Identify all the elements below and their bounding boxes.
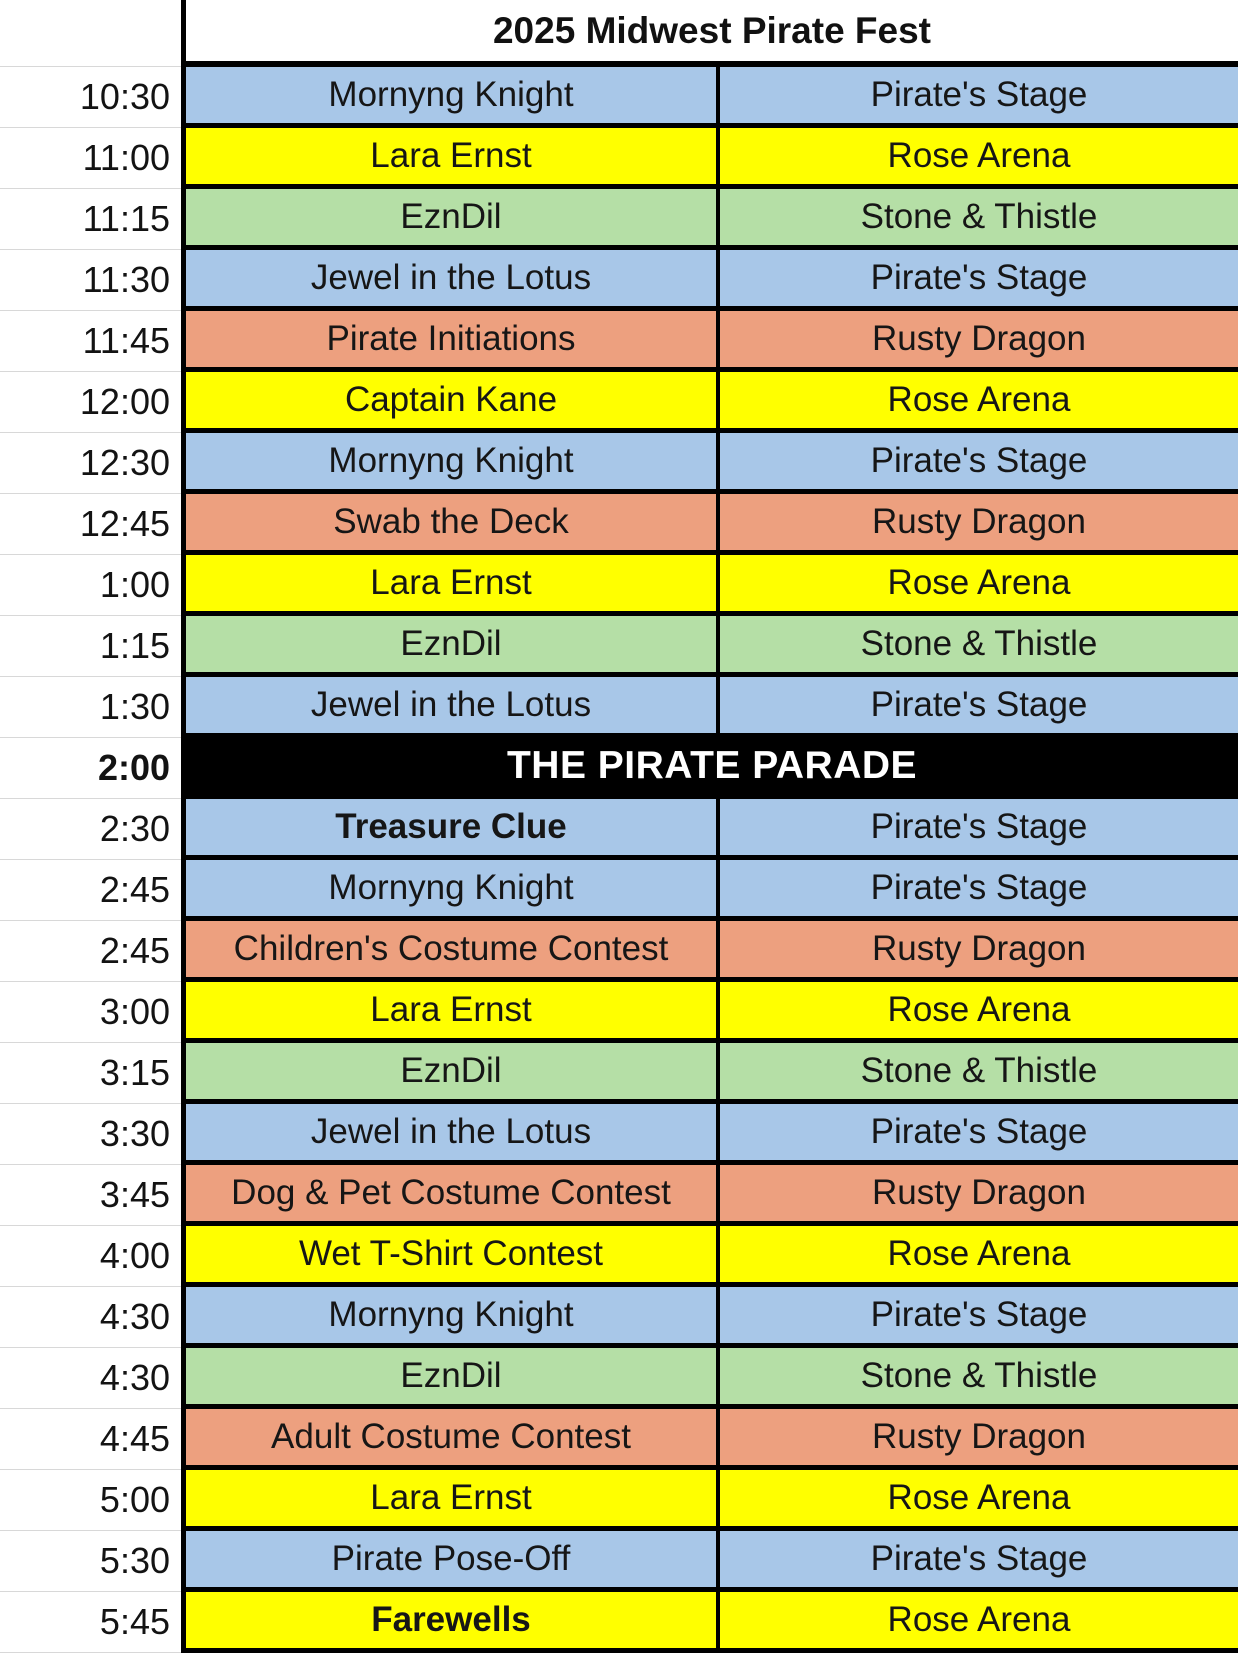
venue-cell[interactable]: Pirate's Stage <box>716 799 1238 860</box>
time-cell[interactable]: 1:15 <box>0 616 181 677</box>
time-cell[interactable]: 2:45 <box>0 921 181 982</box>
venue-cell[interactable]: Stone & Thistle <box>716 1043 1238 1104</box>
time-cell[interactable]: 4:30 <box>0 1348 181 1409</box>
time-cell[interactable]: 11:00 <box>0 128 181 189</box>
time-cell[interactable]: 3:15 <box>0 1043 181 1104</box>
event-cell[interactable]: Jewel in the Lotus <box>181 677 716 738</box>
venue-cell[interactable]: Rose Arena <box>716 1470 1238 1531</box>
venue-cell[interactable]: Stone & Thistle <box>716 189 1238 250</box>
time-cell[interactable]: 3:00 <box>0 982 181 1043</box>
venue-cell[interactable]: Rusty Dragon <box>716 494 1238 555</box>
corner-cell[interactable] <box>0 0 181 67</box>
event-cell[interactable]: Farewells <box>181 1592 716 1653</box>
time-cell[interactable]: 2:30 <box>0 799 181 860</box>
time-cell[interactable]: 12:45 <box>0 494 181 555</box>
venue-cell[interactable]: Pirate's Stage <box>716 860 1238 921</box>
time-cell[interactable]: 10:30 <box>0 67 181 128</box>
event-cell[interactable]: EznDil <box>181 189 716 250</box>
venue-cell[interactable]: Pirate's Stage <box>716 250 1238 311</box>
time-cell[interactable]: 5:30 <box>0 1531 181 1592</box>
time-cell[interactable]: 12:30 <box>0 433 181 494</box>
event-cell[interactable]: Pirate Pose-Off <box>181 1531 716 1592</box>
event-cell[interactable]: EznDil <box>181 1043 716 1104</box>
venue-cell[interactable]: Rose Arena <box>716 982 1238 1043</box>
time-cell[interactable]: 1:00 <box>0 555 181 616</box>
time-cell[interactable]: 4:45 <box>0 1409 181 1470</box>
venue-cell[interactable]: Pirate's Stage <box>716 67 1238 128</box>
schedule-title-cell[interactable]: 2025 Midwest Pirate Fest <box>181 0 1238 67</box>
time-cell[interactable]: 3:45 <box>0 1165 181 1226</box>
time-cell[interactable]: 4:30 <box>0 1287 181 1348</box>
event-cell[interactable]: Jewel in the Lotus <box>181 250 716 311</box>
time-cell[interactable]: 2:45 <box>0 860 181 921</box>
time-cell[interactable]: 2:00 <box>0 738 181 799</box>
event-cell[interactable]: EznDil <box>181 616 716 677</box>
venue-cell[interactable]: Rusty Dragon <box>716 921 1238 982</box>
venue-cell[interactable]: Rusty Dragon <box>716 1409 1238 1470</box>
event-cell[interactable]: Treasure Clue <box>181 799 716 860</box>
time-cell[interactable]: 11:45 <box>0 311 181 372</box>
event-cell[interactable]: Mornyng Knight <box>181 860 716 921</box>
venue-cell[interactable]: Rose Arena <box>716 372 1238 433</box>
time-cell[interactable]: 11:30 <box>0 250 181 311</box>
venue-cell[interactable]: Pirate's Stage <box>716 433 1238 494</box>
venue-cell[interactable]: Rusty Dragon <box>716 1165 1238 1226</box>
venue-cell[interactable]: Pirate's Stage <box>716 1531 1238 1592</box>
event-cell[interactable]: EznDil <box>181 1348 716 1409</box>
event-cell[interactable]: Wet T-Shirt Contest <box>181 1226 716 1287</box>
venue-cell[interactable]: Rose Arena <box>716 555 1238 616</box>
venue-cell[interactable]: Pirate's Stage <box>716 1104 1238 1165</box>
time-cell[interactable]: 1:30 <box>0 677 181 738</box>
event-cell[interactable]: Dog & Pet Costume Contest <box>181 1165 716 1226</box>
parade-banner-cell[interactable]: THE PIRATE PARADE <box>181 738 1238 799</box>
event-cell[interactable]: Swab the Deck <box>181 494 716 555</box>
venue-cell[interactable]: Rose Arena <box>716 1592 1238 1653</box>
time-cell[interactable]: 5:45 <box>0 1592 181 1653</box>
event-cell[interactable]: Lara Ernst <box>181 128 716 189</box>
time-cell[interactable]: 11:15 <box>0 189 181 250</box>
event-cell[interactable]: Mornyng Knight <box>181 67 716 128</box>
venue-cell[interactable]: Pirate's Stage <box>716 1287 1238 1348</box>
event-cell[interactable]: Adult Costume Contest <box>181 1409 716 1470</box>
venue-cell[interactable]: Pirate's Stage <box>716 677 1238 738</box>
venue-cell[interactable]: Rose Arena <box>716 1226 1238 1287</box>
event-cell[interactable]: Mornyng Knight <box>181 433 716 494</box>
venue-cell[interactable]: Stone & Thistle <box>716 616 1238 677</box>
venue-cell[interactable]: Rose Arena <box>716 128 1238 189</box>
time-cell[interactable]: 4:00 <box>0 1226 181 1287</box>
event-cell[interactable]: Mornyng Knight <box>181 1287 716 1348</box>
event-cell[interactable]: Captain Kane <box>181 372 716 433</box>
time-cell[interactable]: 5:00 <box>0 1470 181 1531</box>
event-cell[interactable]: Lara Ernst <box>181 982 716 1043</box>
event-cell[interactable]: Children's Costume Contest <box>181 921 716 982</box>
event-cell[interactable]: Lara Ernst <box>181 555 716 616</box>
time-cell[interactable]: 3:30 <box>0 1104 181 1165</box>
venue-cell[interactable]: Stone & Thistle <box>716 1348 1238 1409</box>
event-cell[interactable]: Jewel in the Lotus <box>181 1104 716 1165</box>
event-cell[interactable]: Lara Ernst <box>181 1470 716 1531</box>
time-cell[interactable]: 12:00 <box>0 372 181 433</box>
venue-cell[interactable]: Rusty Dragon <box>716 311 1238 372</box>
event-cell[interactable]: Pirate Initiations <box>181 311 716 372</box>
